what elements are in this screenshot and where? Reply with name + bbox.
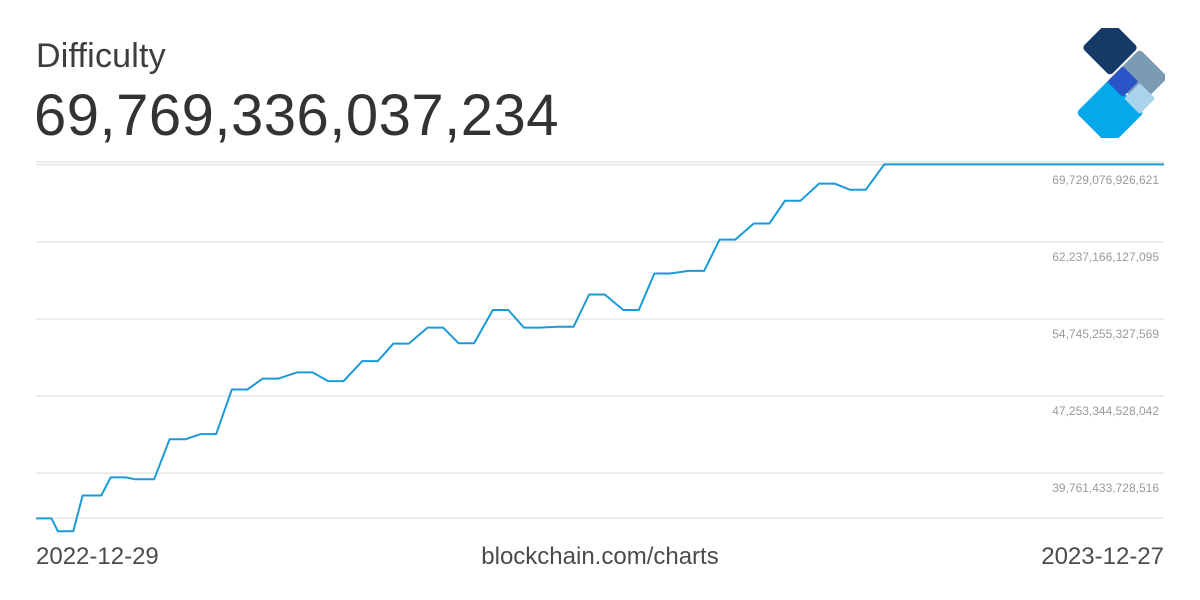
current-value: 69,769,336,037,234 [34, 83, 560, 148]
logo-segment-blue [1108, 66, 1138, 97]
x-start-label: 2022-12-29 [36, 543, 159, 570]
logo-segment-light [1124, 83, 1155, 114]
logo-segment-dark [1083, 28, 1137, 75]
y-tick-label: 54,745,255,327,569 [1052, 327, 1159, 341]
y-tick-label: 69,729,076,926,621 [1052, 173, 1159, 187]
y-tick-label: 47,253,344,528,042 [1052, 404, 1159, 418]
source-label: blockchain.com/charts [481, 543, 719, 570]
y-tick-label: 62,237,166,127,095 [1052, 250, 1159, 264]
chart-title: Difficulty [36, 37, 166, 75]
grid-layer: 39,761,433,728,516 47,253,344,528,042 54,7… [36, 161, 1164, 519]
y-tick-label: 39,761,433,728,516 [1052, 481, 1159, 495]
logo-segment-cyan [1077, 80, 1143, 138]
series-line [36, 163, 1164, 533]
x-end-label: 2023-12-27 [1041, 543, 1164, 570]
blockchain-logo-icon [1077, 28, 1165, 138]
line-layer [36, 163, 1164, 533]
